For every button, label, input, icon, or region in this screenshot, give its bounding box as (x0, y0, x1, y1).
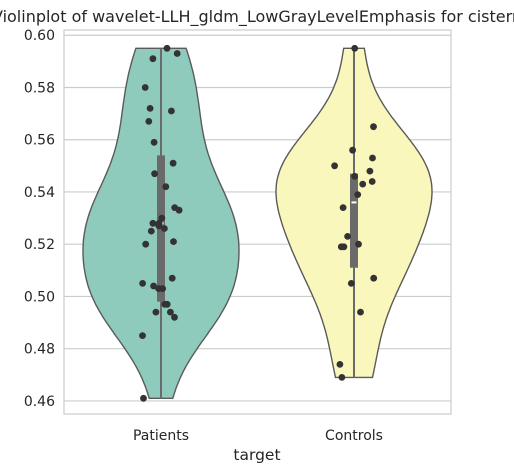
data-point (152, 308, 160, 316)
data-point (331, 162, 338, 170)
data-point (150, 138, 158, 146)
data-point (168, 274, 176, 282)
data-point (349, 146, 356, 154)
data-point (147, 227, 155, 235)
y-tick-label: 0.54 (24, 185, 55, 201)
data-point (336, 361, 344, 368)
data-point (175, 206, 183, 214)
data-point (139, 332, 146, 339)
data-point (370, 123, 377, 131)
data-point (171, 313, 178, 321)
data-point (354, 191, 362, 199)
median-marker (351, 201, 357, 204)
data-point (351, 172, 358, 180)
data-point (170, 238, 177, 246)
y-tick-labels: 0.46 0.48 0.50 0.52 0.54 0.56 0.58 0.60 (24, 28, 55, 410)
data-point (168, 107, 175, 115)
data-point (142, 240, 150, 248)
data-point (366, 167, 374, 175)
x-tick-label: Controls (325, 428, 383, 444)
data-point (141, 84, 149, 91)
violin-layer (82, 47, 433, 399)
x-tick-labels: Patients Controls (133, 428, 383, 444)
y-tick-label: 0.52 (24, 237, 55, 253)
data-point (359, 180, 367, 188)
data-point (159, 285, 167, 292)
data-point (357, 308, 364, 316)
data-point (163, 44, 171, 52)
data-point (369, 154, 376, 162)
data-point (370, 274, 378, 282)
data-point (150, 282, 158, 290)
point-layer (139, 44, 378, 402)
data-point (169, 159, 177, 167)
data-point (139, 280, 147, 287)
data-point (163, 300, 171, 308)
data-point (158, 214, 166, 222)
data-point (338, 374, 346, 381)
data-point (351, 44, 359, 52)
data-point (167, 308, 174, 316)
plot-frame (63, 29, 452, 415)
y-tick-label: 0.48 (24, 342, 55, 358)
data-point (161, 225, 168, 232)
x-axis-label: target (233, 446, 280, 464)
x-tick-label: Patients (133, 428, 189, 444)
data-point (339, 204, 347, 212)
data-point (347, 280, 355, 287)
box-iqr (157, 155, 165, 302)
y-tick-label: 0.60 (24, 28, 55, 44)
data-point (146, 105, 154, 112)
data-point (173, 50, 181, 57)
y-tick-label: 0.56 (24, 133, 55, 149)
data-point (149, 55, 157, 63)
data-point (337, 243, 345, 251)
y-tick-label: 0.50 (24, 289, 55, 305)
y-tick-label: 0.46 (24, 394, 55, 410)
data-point (344, 233, 351, 240)
data-point (151, 170, 159, 178)
data-point (162, 183, 170, 191)
chart-title: Violinplot of wavelet-LLH_gldm_LowGrayLe… (0, 7, 514, 27)
data-point (140, 394, 147, 402)
data-point (149, 219, 157, 227)
y-tick-label: 0.58 (24, 80, 55, 96)
data-point (145, 118, 153, 125)
data-point (368, 178, 376, 185)
box-iqr (350, 173, 358, 268)
data-point (355, 240, 362, 248)
data-point (155, 222, 163, 230)
